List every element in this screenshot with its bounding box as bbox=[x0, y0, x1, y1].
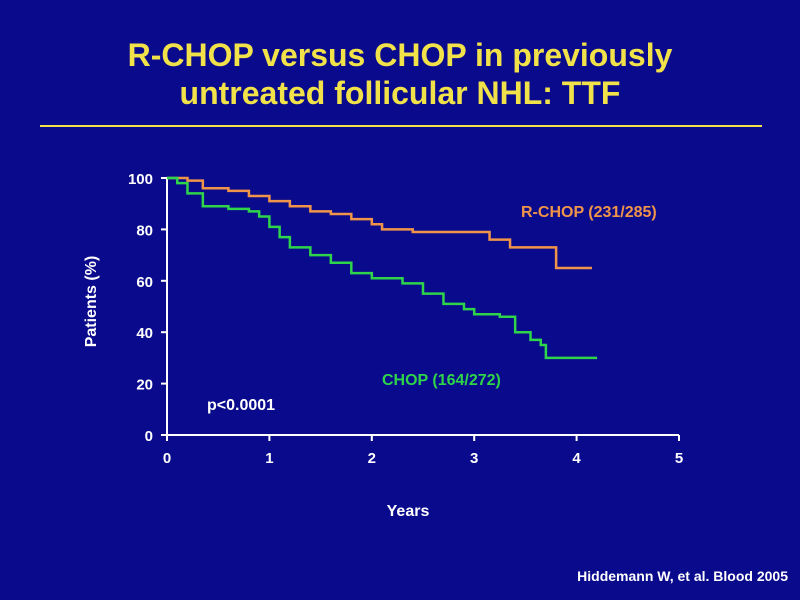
y-tick-label: 20 bbox=[136, 377, 153, 394]
x-tick-label: 0 bbox=[163, 450, 171, 467]
y-tick-label: 40 bbox=[136, 325, 153, 342]
title-divider bbox=[40, 125, 762, 127]
x-tick-label: 3 bbox=[470, 450, 478, 467]
x-tick-label: 5 bbox=[675, 450, 683, 467]
y-tick-label: 80 bbox=[136, 222, 153, 239]
rchop-curve bbox=[167, 176, 592, 270]
series-layer bbox=[167, 176, 598, 360]
x-tick-label: 1 bbox=[265, 450, 273, 467]
title-line-1: R-CHOP versus CHOP in previously bbox=[127, 37, 673, 73]
x-tick-label: 4 bbox=[572, 450, 581, 467]
rchop-legend-label: R-CHOP (231/285) bbox=[521, 204, 657, 221]
slide-title: R-CHOP versus CHOP in previously untreat… bbox=[40, 36, 760, 112]
x-axis-title: Years bbox=[387, 503, 430, 520]
y-tick-label: 0 bbox=[145, 428, 153, 445]
chop-legend-label: CHOP (164/272) bbox=[382, 372, 501, 389]
y-tick-label: 100 bbox=[128, 171, 153, 188]
citation: Hiddemann W, et al. Blood 2005 bbox=[577, 568, 788, 584]
axes: 0 20 40 60 80 100 0 1 2 3 4 5 bbox=[128, 171, 683, 467]
x-tick-label: 2 bbox=[368, 450, 376, 467]
p-value-annotation: p<0.0001 bbox=[207, 397, 275, 414]
y-tick-label: 60 bbox=[136, 274, 153, 291]
chop-curve bbox=[167, 176, 598, 360]
y-axis-title: Patients (%) bbox=[83, 256, 100, 348]
labels-layer: Years Patients (%) R-CHOP (231/285) CHOP (1… bbox=[83, 204, 657, 520]
title-line-2: untreated follicular NHL: TTF bbox=[179, 75, 621, 111]
